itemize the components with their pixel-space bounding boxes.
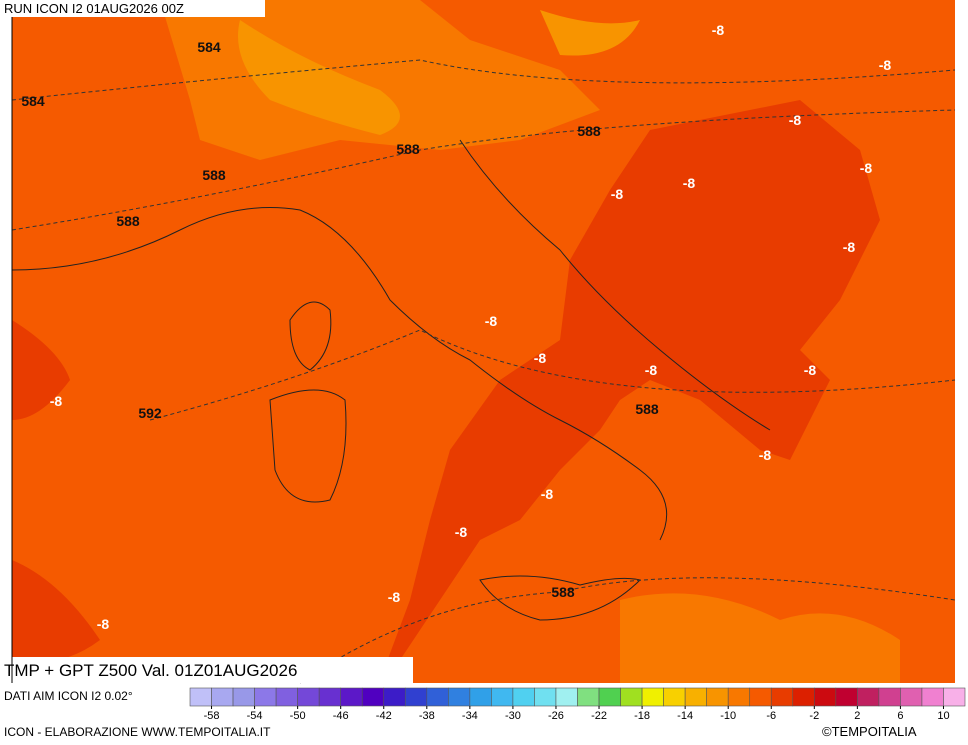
temperature-label: -8	[645, 362, 658, 378]
colorbar-tick-label: -30	[505, 710, 521, 722]
colorbar-swatch	[857, 687, 880, 707]
height-label: 584	[21, 93, 45, 109]
colorbar-swatch	[555, 687, 578, 707]
cool-area	[540, 10, 640, 56]
colorbar-swatch	[727, 687, 751, 707]
colorbar-swatch	[943, 687, 966, 707]
temperature-label: -8	[541, 486, 554, 502]
colorbar-swatch	[684, 687, 707, 707]
coastlines	[11, 139, 771, 621]
colorbar-tick-label: -6	[766, 710, 776, 722]
colorbar-tick-label: 6	[897, 710, 903, 722]
colorbar-swatch	[254, 687, 277, 707]
colorbar-swatch	[211, 687, 234, 707]
cool-area	[238, 20, 400, 135]
colorbar-swatch	[641, 687, 664, 707]
temperature-label: -8	[611, 186, 624, 202]
temperature-label: -8	[683, 175, 696, 191]
colorbar-swatch	[297, 687, 320, 707]
colorbar-tick-label: 2	[854, 710, 860, 722]
colorbar-swatch	[340, 687, 363, 707]
colorbar-swatch	[900, 687, 923, 707]
colorbar-tick-label: -50	[290, 710, 306, 722]
colorbar-swatch	[663, 687, 686, 707]
height-label: 588	[577, 123, 601, 139]
colorbar-swatch	[361, 687, 385, 707]
temperature-label: -8	[388, 589, 401, 605]
colorbar-swatch	[232, 687, 255, 707]
temperature-label: -8	[485, 313, 498, 329]
height-label: 588	[396, 141, 420, 157]
run-label: RUN ICON I2 01AUG2026 00Z	[4, 1, 184, 16]
colorbar-tick-label: -18	[634, 710, 650, 722]
map-area	[0, 0, 956, 684]
colorbar-tick-label: -58	[204, 710, 220, 722]
temperature-label: -8	[759, 447, 772, 463]
map-title: TMP + GPT Z500 Val. 01Z01AUG2026	[4, 661, 297, 680]
credit-label: ICON - ELABORAZIONE WWW.TEMPOITALIA.IT	[4, 725, 271, 739]
colorbar-swatch	[770, 687, 794, 707]
height-label: 588	[551, 584, 575, 600]
colorbar-swatch	[512, 687, 535, 707]
temperature-label: -8	[843, 239, 856, 255]
brand-label: ©TEMPOITALIA	[822, 724, 917, 739]
temperature-label: -8	[860, 160, 873, 176]
colorbar-swatch	[814, 687, 837, 707]
colorbar-swatch	[318, 687, 341, 707]
colorbar-swatch	[491, 687, 514, 707]
colorbar-swatch	[448, 687, 471, 707]
colorbar-swatch	[749, 687, 772, 707]
temperature-label: -8	[879, 57, 892, 73]
height-label: 592	[138, 405, 162, 421]
warm-area	[12, 560, 100, 663]
colorbar-swatch	[835, 687, 858, 707]
height-label: 584	[197, 39, 221, 55]
colorbar-swatch	[534, 687, 557, 707]
height-label: 588	[635, 401, 659, 417]
temperature-label: -8	[534, 350, 547, 366]
colorbar-tick-label: 10	[937, 710, 949, 722]
height-label: 588	[116, 213, 140, 229]
colorbar-swatch	[921, 687, 944, 707]
colorbar-swatch	[404, 687, 428, 707]
colorbar-swatch	[275, 687, 298, 707]
warm-area	[380, 100, 880, 680]
colorbar-tick-label: -54	[247, 710, 263, 722]
colorbar-swatch	[792, 687, 815, 707]
temperature-label: -8	[97, 616, 110, 632]
colorbar-tick-label: -22	[591, 710, 607, 722]
warm-area	[12, 320, 70, 420]
header-box	[0, 0, 265, 17]
temperature-label: -8	[50, 393, 63, 409]
colorbar-tick-label: -42	[376, 710, 392, 722]
colorbar-tick-label: -46	[333, 710, 349, 722]
temperature-label: -8	[804, 362, 817, 378]
colorbar-swatch	[189, 687, 212, 707]
temperature-label: -8	[455, 524, 468, 540]
colorbar-swatch	[383, 687, 406, 707]
colorbar-swatch	[426, 687, 449, 707]
temperature-label: -8	[712, 22, 725, 38]
height-label: 588	[202, 167, 226, 183]
source-label: DATI AIM ICON I2 0.02°	[4, 689, 133, 703]
colorbar-tick-label: -26	[548, 710, 564, 722]
colorbar-swatch	[878, 687, 901, 707]
colorbar-tick-label: -10	[720, 710, 736, 722]
temperature-label: -8	[789, 112, 802, 128]
colorbar-swatch	[620, 687, 643, 707]
cool-area	[620, 593, 900, 683]
colorbar-swatch	[598, 687, 621, 707]
colorbar-tick-label: -34	[462, 710, 478, 722]
colorbar-tick-label: -2	[809, 710, 819, 722]
title-box	[0, 657, 413, 683]
colorbar-tick-label: -38	[419, 710, 435, 722]
colorbar-swatch	[706, 687, 729, 707]
colorbar-swatch	[469, 687, 492, 707]
colorbar-tick-label: -14	[677, 710, 693, 722]
colorbar-swatch	[577, 687, 600, 707]
height-contours	[11, 59, 956, 684]
